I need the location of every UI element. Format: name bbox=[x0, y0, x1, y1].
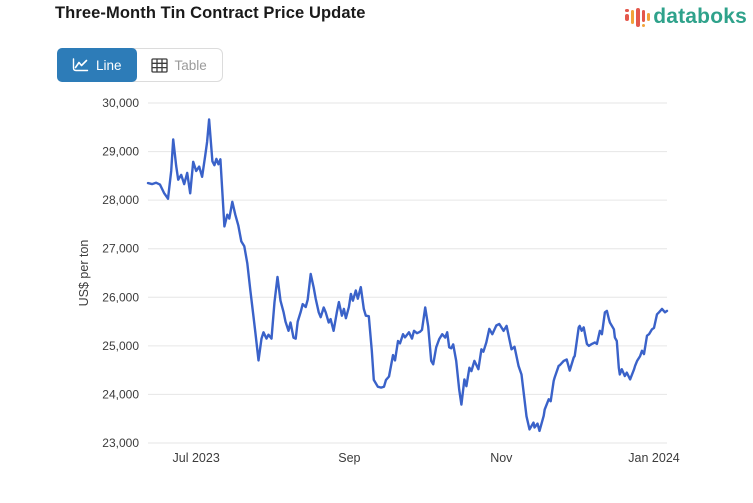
y-tick-label: 24,000 bbox=[102, 387, 139, 401]
table-view-label: Table bbox=[174, 57, 207, 73]
x-tick-label: Jul 2023 bbox=[173, 451, 220, 465]
line-chart-icon bbox=[72, 58, 89, 72]
price-line-series bbox=[146, 118, 669, 433]
y-axis-title: US$ per ton bbox=[77, 240, 91, 307]
y-tick-label: 26,000 bbox=[102, 290, 139, 304]
y-axis-labels: 23,000 24,000 25,000 26,000 27,000 28,000 29,0… bbox=[102, 96, 139, 450]
table-view-button[interactable]: Table bbox=[136, 49, 222, 81]
y-tick-label: 25,000 bbox=[102, 339, 139, 353]
view-toggle: Line Table bbox=[57, 48, 223, 82]
databoks-bars-icon bbox=[625, 4, 651, 30]
line-view-label: Line bbox=[96, 57, 122, 73]
x-axis-labels: Jul 2023 Sep Nov Jan 2024 bbox=[173, 451, 680, 465]
databoks-logo[interactable]: databoks bbox=[625, 4, 747, 30]
y-tick-label: 30,000 bbox=[102, 96, 139, 110]
page-title: Three-Month Tin Contract Price Update bbox=[55, 4, 366, 22]
gridlines bbox=[148, 102, 667, 444]
y-tick-label: 27,000 bbox=[102, 242, 139, 256]
table-grid-icon bbox=[150, 57, 168, 73]
line-view-button[interactable]: Line bbox=[57, 48, 137, 82]
x-tick-label: Jan 2024 bbox=[628, 451, 679, 465]
y-tick-label: 29,000 bbox=[102, 145, 139, 159]
databoks-logo-text: databoks bbox=[653, 5, 747, 28]
x-tick-label: Sep bbox=[338, 451, 360, 465]
x-tick-label: Nov bbox=[490, 451, 513, 465]
y-tick-label: 23,000 bbox=[102, 436, 139, 450]
y-tick-label: 28,000 bbox=[102, 193, 139, 207]
